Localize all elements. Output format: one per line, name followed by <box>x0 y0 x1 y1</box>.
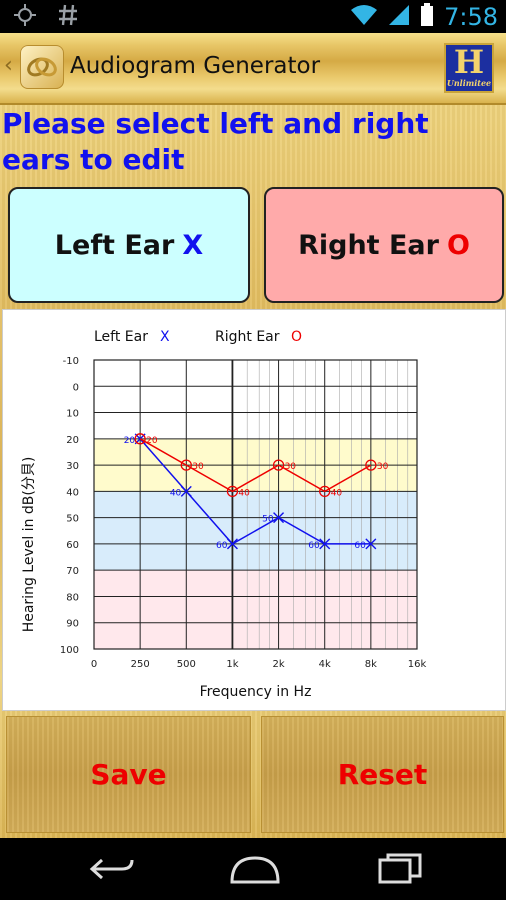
action-bar: ‹ Audiogram Generator H Unlimitee <box>0 33 506 105</box>
hash-icon <box>58 4 78 32</box>
chart-frame <box>93 359 418 650</box>
status-bar: 7:58 <box>0 0 506 33</box>
chart-data-label-right: 40 <box>238 488 250 498</box>
left-ear-button[interactable]: Left Ear X <box>8 187 250 303</box>
chart-point-right-o <box>226 485 239 498</box>
chart-x-tick-label: 0 <box>91 659 97 670</box>
chart-y-axis-label: Hearing Level in dB(分貝) <box>21 457 37 633</box>
app-icon[interactable] <box>20 45 64 89</box>
status-right: 7:58 <box>350 3 498 31</box>
chart-zone-2 <box>94 570 417 649</box>
chart-data-label-right: 30 <box>192 462 204 472</box>
back-icon[interactable] <box>88 852 138 890</box>
chart-data-label-left: 60 <box>216 541 228 551</box>
brand-logo-icon[interactable]: H Unlimitee <box>444 43 494 93</box>
chart-data-label-left: 50 <box>262 515 274 525</box>
chart-y-tick-label: 80 <box>66 592 79 603</box>
chart-data-label-right: 30 <box>285 462 297 472</box>
chart-point-left-x <box>273 512 285 524</box>
chart-legend-label: Left Ear <box>94 329 148 345</box>
chart-point-right-o <box>180 459 192 471</box>
chart-x-tick-label: 4k <box>319 659 331 670</box>
recent-apps-icon[interactable] <box>376 852 426 890</box>
save-button[interactable]: Save <box>6 716 251 833</box>
right-ear-mark: O <box>446 229 470 261</box>
chart-y-tick-label: 0 <box>73 382 79 393</box>
instruction-text: Please select left and right ears to edi… <box>2 107 429 176</box>
chart-x-tick-label: 16k <box>408 659 427 670</box>
chart-y-tick-label: 90 <box>66 619 79 630</box>
battery-icon <box>420 3 434 31</box>
audiogram-chart[interactable]: -10 0 10 20 30 40 50 60 70 80 90 100 0 250 500 1k 2k 4k 8k… <box>2 309 506 711</box>
chart-y-tick-label: 70 <box>66 566 79 577</box>
wifi-icon <box>350 4 378 30</box>
chart-legend-symbol: O <box>291 329 302 345</box>
chart-point-right-o <box>365 459 377 471</box>
chart-data-label-left: 60 <box>354 541 366 551</box>
chart-point-right-o <box>134 433 146 445</box>
reset-button[interactable]: Reset <box>261 716 504 833</box>
chart-point-left-x <box>226 538 238 550</box>
status-time: 7:58 <box>444 3 498 31</box>
back-chevron-icon[interactable]: ‹ <box>4 53 13 78</box>
left-ear-label: Left Ear <box>54 229 175 261</box>
home-icon[interactable] <box>228 852 282 890</box>
chart-legend-label: Right Ear <box>215 329 280 345</box>
app-title: Audiogram Generator <box>70 53 321 79</box>
chart-data-label-left: 60 <box>308 541 320 551</box>
signal-icon <box>388 4 410 30</box>
chart-data-label-left: 40 <box>170 488 182 498</box>
chart-y-tick-label: -10 <box>63 356 79 367</box>
chart-x-tick-label: 1k <box>226 659 238 670</box>
chart-series-line-right <box>139 438 372 493</box>
chart-data-label-right: 40 <box>331 488 343 498</box>
chart-y-tick-label: 30 <box>66 461 79 472</box>
crosshair-icon <box>14 4 36 32</box>
chart-point-left-x <box>365 538 377 550</box>
chart-y-tick-label: 100 <box>60 645 79 656</box>
right-ear-button[interactable]: Right Ear O <box>264 187 504 303</box>
chart-y-tick-label: 10 <box>66 409 79 420</box>
chart-x-tick-label: 250 <box>131 659 150 670</box>
right-ear-label: Right Ear <box>298 229 439 261</box>
chart-legend-symbol: X <box>160 329 170 345</box>
chart-y-tick-label: 20 <box>66 435 79 446</box>
chart-x-axis-label: Frequency in Hz <box>200 684 312 700</box>
chart-data-label-right: 30 <box>377 462 389 472</box>
chart-point-left-x <box>319 538 331 550</box>
chart-point-right-o <box>319 485 331 498</box>
chart-x-tick-label: 2k <box>272 659 284 670</box>
status-left-icons <box>14 4 78 32</box>
chart-y-tick-label: 50 <box>66 514 79 525</box>
chart-point-right-o <box>272 459 285 471</box>
chart-y-tick-label: 40 <box>66 487 79 498</box>
chart-series-line-left <box>139 438 371 545</box>
chart-data-label-left: 20 <box>124 436 136 446</box>
chart-data-label-right: 20 <box>146 436 158 446</box>
chart-y-tick-label: 60 <box>66 540 79 551</box>
chart-x-tick-label: 8k <box>365 659 377 670</box>
audiogram-svg: -10 0 10 20 30 40 50 60 70 80 90 100 0 250 500 1k 2k 4k 8k… <box>21 329 427 700</box>
navigation-bar <box>0 838 506 900</box>
chart-point-left-x <box>180 485 192 497</box>
left-ear-mark: X <box>182 229 204 261</box>
chart-x-tick-label: 500 <box>177 659 196 670</box>
